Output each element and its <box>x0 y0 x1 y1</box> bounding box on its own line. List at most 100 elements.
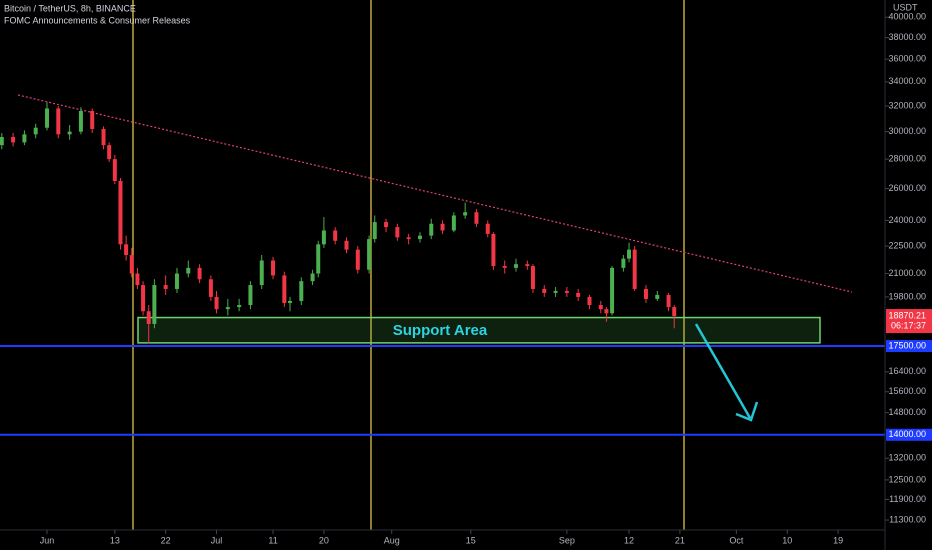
candle-body <box>22 134 27 143</box>
candle-body <box>372 222 377 240</box>
candle-body <box>627 249 632 259</box>
candle-body <box>514 264 519 268</box>
x-tick-label: 11 <box>268 535 277 545</box>
candle-body <box>643 288 648 299</box>
candle-body <box>502 266 507 268</box>
candle-body <box>101 129 106 146</box>
x-tick-label: 22 <box>161 535 171 545</box>
x-tick-label: Jul <box>211 535 223 545</box>
level-tag <box>886 428 932 441</box>
chart-subtitle: FOMC Announcements & Consumer Releases <box>4 15 191 25</box>
candle-body <box>598 305 603 310</box>
y-tick-label: 11900.00 <box>889 494 926 504</box>
candle-body <box>135 273 140 286</box>
candle-body <box>655 294 660 299</box>
y-tick-label: 13200.00 <box>888 453 926 463</box>
candle-body <box>152 285 157 324</box>
candle-body <box>440 223 445 231</box>
y-tick-label: 34000.00 <box>888 76 926 86</box>
x-tick-label: 12 <box>624 535 634 545</box>
x-tick-label: 21 <box>675 535 685 545</box>
y-tick-label: 21000.00 <box>888 268 926 278</box>
candle-body <box>417 235 422 240</box>
last-price-tag <box>886 309 932 334</box>
candle-body <box>287 300 292 303</box>
candle-body <box>395 227 400 238</box>
x-tick-label: Sep <box>559 535 575 545</box>
x-tick-label: Jun <box>40 535 55 545</box>
candle-body <box>367 239 372 270</box>
countdown: 06:17:37 <box>891 320 926 330</box>
candle-body <box>282 275 287 303</box>
support-label: Support Area <box>393 322 488 339</box>
candle-body <box>384 222 389 228</box>
y-tick-label: 26000.00 <box>888 183 926 193</box>
y-tick-label: 32000.00 <box>888 100 926 110</box>
level-label: 17500.00 <box>888 340 926 350</box>
candle-body <box>406 237 411 240</box>
candle-body <box>355 249 360 270</box>
y-tick-label: 16400.00 <box>888 366 926 376</box>
candle-body <box>107 145 112 160</box>
candle-body <box>237 305 242 308</box>
x-tick-label: 13 <box>110 535 120 545</box>
candle-body <box>67 131 72 135</box>
y-tick-label: 28000.00 <box>888 153 926 163</box>
arrow <box>694 323 752 419</box>
chart-title: Bitcoin / TetherUS, 8h, BINANCE <box>4 3 136 13</box>
y-tick-label: 15600.00 <box>888 386 926 396</box>
arrow-head <box>735 401 759 422</box>
candle-body <box>214 296 219 310</box>
x-tick-label: 10 <box>782 535 792 545</box>
candle-body <box>525 264 530 267</box>
candle-body <box>463 212 468 216</box>
candle-body <box>124 244 129 256</box>
candle-body <box>271 260 276 276</box>
candle-body <box>129 255 134 274</box>
y-tick-label: 11300.00 <box>889 514 926 524</box>
candle-body <box>666 294 671 308</box>
candle-body <box>604 309 609 314</box>
y-tick-label: 36000.00 <box>888 54 926 64</box>
candle-body <box>141 285 146 312</box>
candle-body <box>621 258 626 268</box>
candle-body <box>56 108 61 135</box>
candle-body <box>33 127 38 135</box>
candle-body <box>146 311 151 324</box>
y-tick-label: 14800.00 <box>888 407 926 417</box>
candle-body <box>248 285 253 306</box>
candle-body <box>632 249 637 289</box>
y-tick-label: 24000.00 <box>888 215 926 225</box>
candle-body <box>174 273 179 289</box>
candle-body <box>474 212 479 224</box>
candle-body <box>299 281 304 301</box>
candle-body <box>118 180 123 245</box>
candle-body <box>672 307 677 317</box>
candle-body <box>587 296 592 306</box>
trend-line <box>17 94 853 293</box>
candles <box>0 102 677 344</box>
candle-body <box>542 288 547 293</box>
y-tick-label: 19800.00 <box>888 291 926 301</box>
candle-body <box>610 267 615 314</box>
candle-body <box>45 108 50 128</box>
candle-body <box>344 240 349 250</box>
candle-body <box>90 110 95 130</box>
candle-body <box>321 230 326 245</box>
last-price-label: 18870.21 <box>888 310 926 320</box>
candle-body <box>112 159 117 181</box>
x-tick-label: Oct <box>729 535 744 545</box>
level-tag <box>886 340 932 353</box>
candle-body <box>225 307 230 310</box>
candle-body <box>163 285 168 289</box>
y-tick-label: 38000.00 <box>888 32 926 42</box>
candle-body <box>197 267 202 280</box>
candle-body <box>553 290 558 293</box>
x-tick-label: Aug <box>384 535 400 545</box>
candle-body <box>208 279 213 297</box>
candle-body <box>530 266 535 289</box>
candle-body <box>11 136 16 143</box>
y-tick-label: 22500.00 <box>888 240 926 250</box>
candle-body <box>429 223 434 236</box>
